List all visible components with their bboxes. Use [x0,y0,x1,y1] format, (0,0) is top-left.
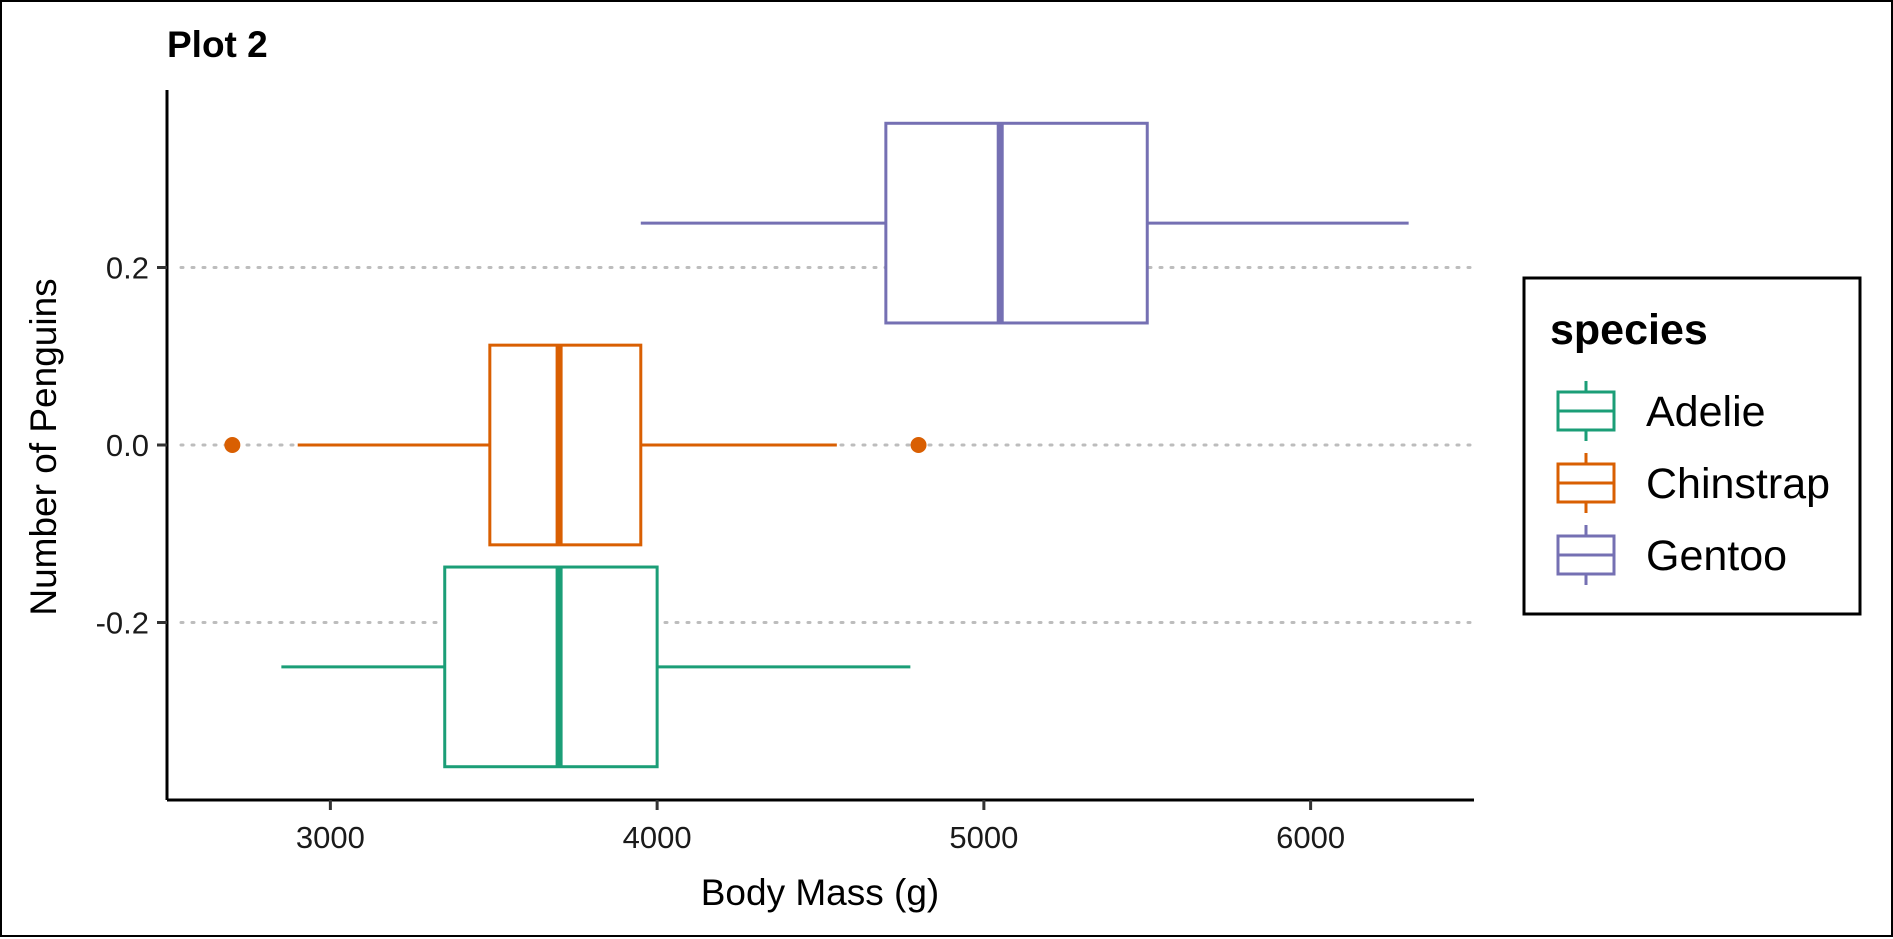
box-series-gentoo [640,121,1409,325]
box-series-chinstrap [224,343,927,547]
box-series-adelie [281,565,911,769]
box-iqr [443,565,659,769]
y-tick-label: 0.2 [106,251,149,286]
legend-label: Gentoo [1646,532,1787,580]
legend-item-gentoo: Gentoo [1556,525,1787,585]
legend-label: Adelie [1646,388,1766,436]
y-tick-label: 0.0 [106,428,149,463]
y-tick-label: -0.2 [96,606,149,641]
y-axis-title: Number of Penguins [23,278,64,615]
x-tick-label: 6000 [1276,820,1345,855]
legend-item-adelie: Adelie [1556,381,1766,441]
box-iqr [488,343,643,547]
outlier-point [910,437,927,453]
plot-title: Plot 2 [167,24,268,65]
box-series [224,121,1409,769]
x-tick-label: 3000 [296,820,365,855]
grid-lines [179,266,1476,624]
legend-title: species [1550,306,1708,354]
legend-item-chinstrap: Chinstrap [1556,453,1830,513]
legend-label: Chinstrap [1646,460,1830,508]
x-tick-label: 5000 [949,820,1018,855]
box-iqr [884,121,1149,325]
legend-items: Adelie Chinstrap Gentoo [1556,381,1830,585]
x-tick-label: 4000 [623,820,692,855]
tick-marks: 3000 4000 5000 6000 0.2 0.0 -0.2 [96,251,1346,856]
outlier-point [224,437,241,453]
legend: species Adelie Chinstrap Gentoo [1522,276,1862,616]
x-axis-title: Body Mass (g) [701,872,940,913]
